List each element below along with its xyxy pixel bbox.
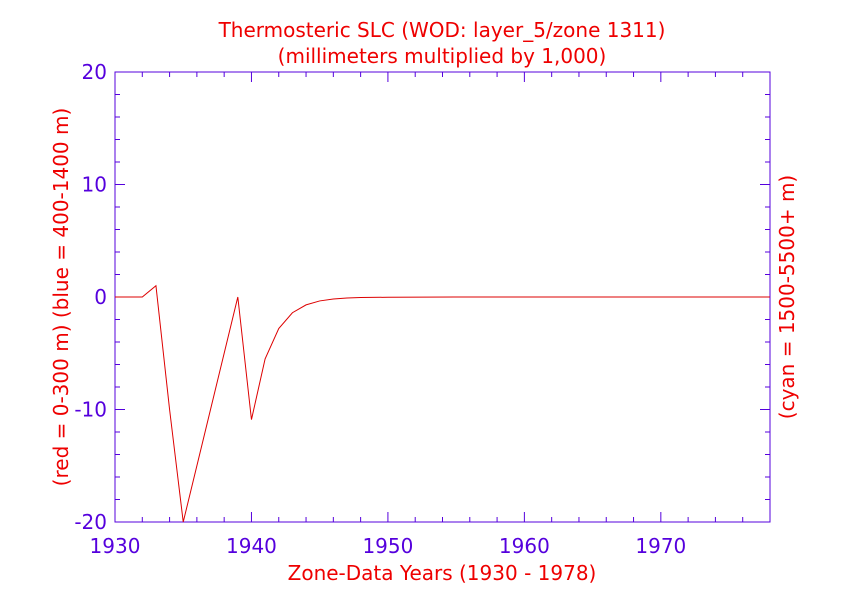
x-tick-label: 1950 bbox=[362, 534, 413, 558]
chart-title: Thermosteric SLC (WOD: layer_5/zone 1311… bbox=[218, 18, 666, 42]
y-tick-label: 10 bbox=[82, 173, 107, 197]
x-tick-label: 1970 bbox=[635, 534, 686, 558]
y-tick-labels: -20 -10 0 10 20 bbox=[74, 60, 107, 534]
chart-subtitle: (millimeters multiplied by 1,000) bbox=[278, 44, 607, 68]
y-axis-label-left: (red = 0-300 m) (blue = 400-1400 m) bbox=[49, 108, 73, 487]
x-ticks bbox=[114, 72, 771, 522]
series-line-red bbox=[115, 284, 770, 523]
y-tick-label: 20 bbox=[82, 60, 107, 84]
y-axis-label-right: (cyan = 1500-5500+ m) bbox=[775, 175, 799, 419]
y-tick-label: 0 bbox=[94, 285, 107, 309]
x-tick-labels: 1930 1940 1950 1960 1970 bbox=[90, 534, 687, 558]
x-tick-label: 1930 bbox=[90, 534, 141, 558]
x-tick-label: 1960 bbox=[499, 534, 550, 558]
x-tick-label: 1940 bbox=[226, 534, 277, 558]
y-tick-label: -10 bbox=[74, 398, 107, 422]
y-tick-label: -20 bbox=[74, 510, 107, 534]
x-axis-label: Zone-Data Years (1930 - 1978) bbox=[288, 561, 597, 585]
